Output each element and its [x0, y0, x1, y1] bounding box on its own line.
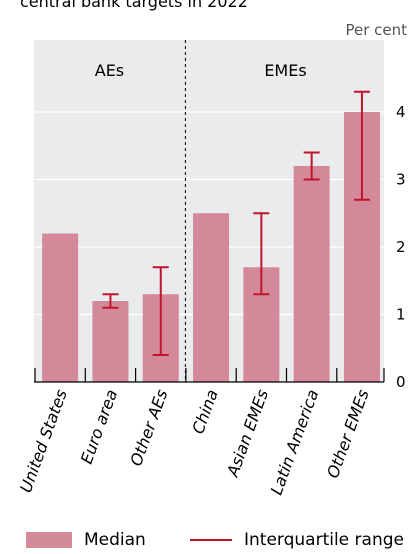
y-tick-label: 3 — [396, 171, 406, 189]
bars — [42, 112, 380, 382]
group-label: AEs — [95, 61, 124, 80]
error-bars — [102, 90, 370, 356]
group-label: EMEs — [264, 61, 306, 80]
legend-line-iqr — [190, 539, 232, 541]
x-tick-label: United States — [16, 387, 71, 495]
y-tick-label: 1 — [396, 306, 406, 324]
x-tick-label: Other EMEs — [323, 387, 373, 481]
error-bar — [152, 266, 169, 356]
axes — [34, 368, 385, 383]
bar — [42, 233, 79, 382]
bar — [193, 213, 230, 382]
unit-label: Per cent — [345, 21, 407, 39]
y-tick-label: 2 — [396, 238, 406, 256]
bar — [92, 301, 129, 382]
error-bar — [102, 293, 119, 309]
x-tick-label: Euro area — [77, 387, 121, 467]
x-tick-label: Other AEs — [126, 387, 171, 469]
legend-swatch-median — [26, 532, 72, 548]
error-bar — [353, 90, 370, 201]
legend-item-median: Median — [26, 530, 146, 550]
legend: Median Interquartile range — [0, 530, 410, 554]
error-bar — [303, 151, 320, 181]
chart-title: central bank targets in 2022 — [20, 0, 248, 11]
x-tick-label: China — [188, 387, 221, 436]
error-bar — [253, 212, 270, 296]
x-tick-label: Asian EMEs — [223, 387, 272, 480]
bar — [293, 166, 330, 382]
y-tick-label: 4 — [396, 103, 406, 121]
legend-label-iqr: Interquartile range — [244, 530, 404, 550]
x-tick-label: Latin America — [267, 387, 323, 497]
legend-label-median: Median — [84, 530, 146, 550]
y-tick-label: 0 — [396, 373, 406, 391]
legend-item-iqr: Interquartile range — [190, 530, 404, 550]
